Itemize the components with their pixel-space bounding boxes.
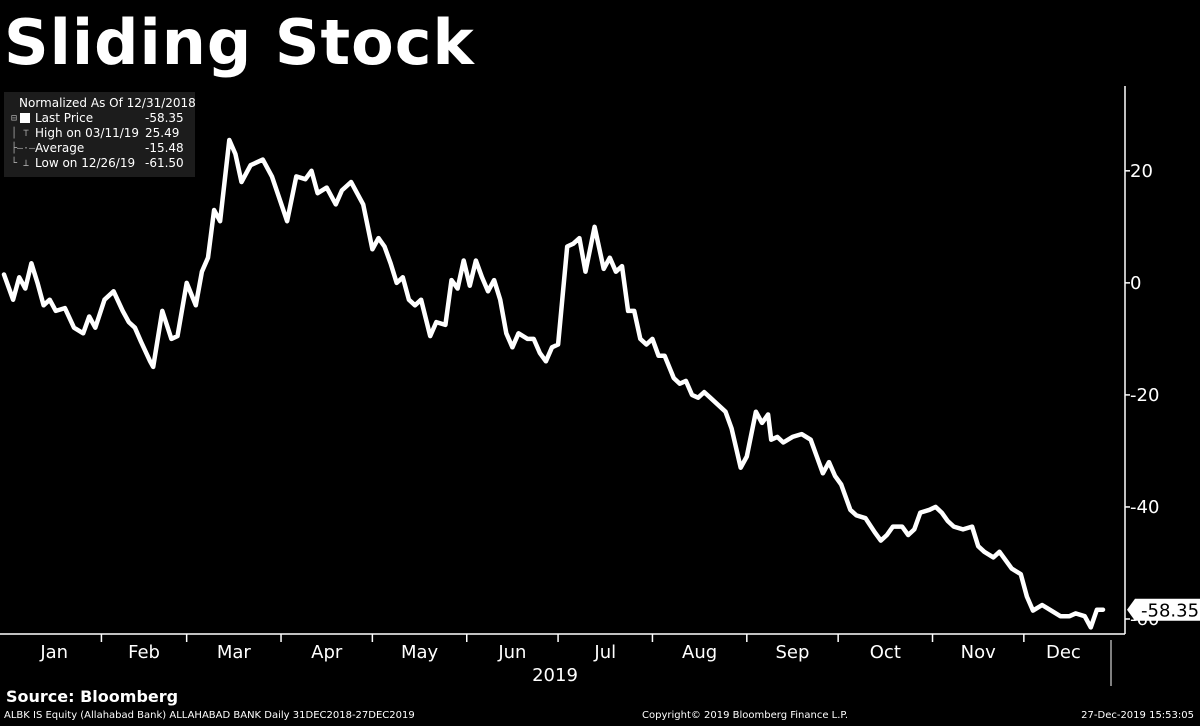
x-tick-label: May (401, 642, 439, 663)
x-tick-label: Sep (776, 642, 810, 663)
y-tick-label: -20 (1130, 385, 1159, 406)
price-chart: 200-20-40-60JanFebMarAprMayJunJulAugSepO… (0, 86, 1200, 686)
footer-timestamp: 27-Dec-2019 15:53:05 (1081, 710, 1194, 721)
x-tick-label: Jan (39, 642, 68, 663)
last-price-tag-label: -58.35 (1141, 601, 1199, 622)
legend-label: Low on 12/26/19 (35, 156, 136, 170)
x-tick-label: Dec (1046, 642, 1081, 663)
low-marker-icon: └ ⊥ (11, 158, 30, 169)
legend-header: Normalized As Of 12/31/2018 (19, 96, 196, 110)
legend-label: Average (35, 141, 85, 155)
x-tick-label: Jun (497, 642, 526, 663)
chart-ticks: 200-20-40-60JanFebMarAprMayJunJulAugSepO… (39, 161, 1159, 663)
last-price-tag (1127, 598, 1200, 621)
last-price-callout: -58.35 (1127, 598, 1200, 622)
legend-row-last-price: ⊟ Last Price -58.35 (8, 111, 193, 126)
y-tick-label: -40 (1130, 497, 1159, 518)
legend-value: -58.35 (145, 111, 184, 125)
legend-label: Last Price (35, 111, 94, 125)
average-marker-icon: ├–·– (11, 143, 36, 154)
legend-label: High on 03/11/19 (35, 126, 140, 140)
legend-row-high: │ ⊤ High on 03/11/19 25.49 (8, 126, 193, 141)
last-price-line (1, 137, 1106, 630)
x-tick-label: Nov (961, 642, 996, 663)
y-tick-label: 0 (1130, 273, 1141, 294)
legend-marker-last-price: ⊟ (8, 111, 34, 126)
x-tick-label: Oct (870, 642, 901, 663)
chart-axes (0, 86, 1126, 686)
y-tick-label: 20 (1130, 161, 1153, 182)
legend-row-low: └ ⊥ Low on 12/26/19 -61.50 (8, 156, 193, 171)
source-note: Source: Bloomberg (6, 687, 179, 706)
x-tick-label: Apr (311, 642, 343, 663)
x-tick-label: Mar (217, 642, 252, 663)
footer-ticker-info: ALBK IS Equity (Allahabad Bank) ALLAHABA… (4, 710, 415, 721)
x-tick-label: Feb (128, 642, 160, 663)
high-marker-icon: │ ⊤ (11, 128, 30, 139)
legend-row-average: ├–·– Average -15.48 (8, 141, 193, 156)
x-tick-label: Jul (593, 642, 616, 663)
x-tick-label: Aug (682, 642, 717, 663)
chart-title: Sliding Stock (4, 6, 475, 79)
legend-value: -15.48 (145, 141, 184, 155)
x-axis-label: 2019 (532, 665, 578, 686)
legend-value: 25.49 (145, 126, 180, 140)
footer-copyright: Copyright© 2019 Bloomberg Finance L.P. (642, 710, 849, 721)
chart-legend: Normalized As Of 12/31/2018 ⊟ Last Price… (4, 92, 196, 177)
legend-value: -61.50 (145, 156, 184, 170)
